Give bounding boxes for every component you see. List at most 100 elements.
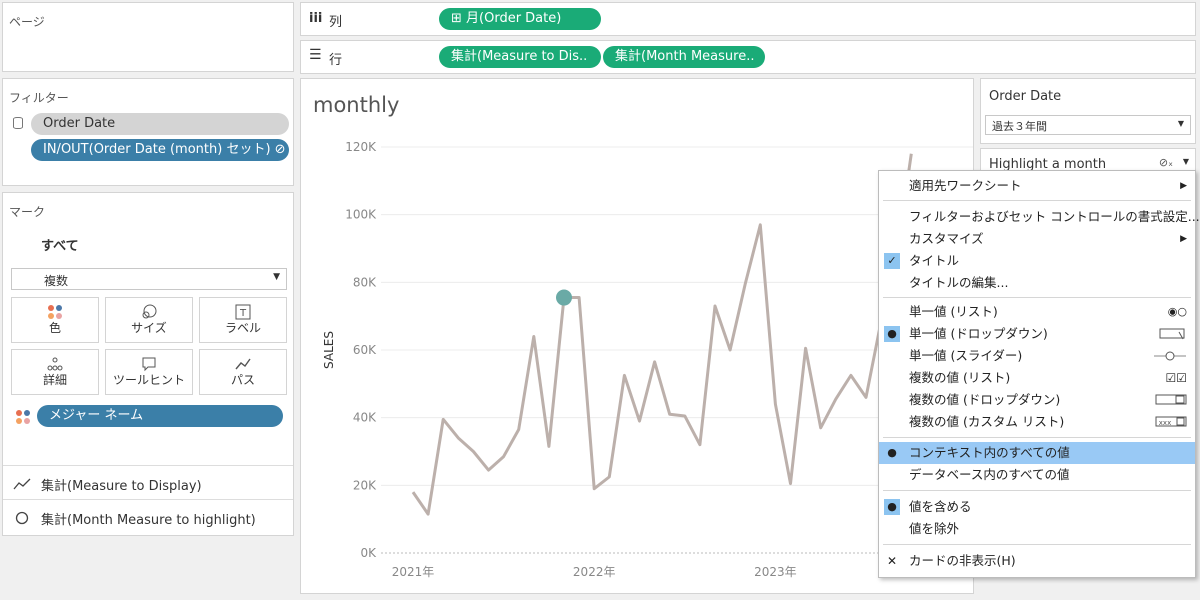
menu-apply-worksheets[interactable]: 適用先ワークシート ▶	[879, 175, 1195, 197]
filter-pill-in-out-set[interactable]: IN/OUT(Order Date (month) セット) ⊘	[31, 139, 289, 161]
data-point	[683, 414, 687, 418]
data-point	[471, 450, 475, 454]
filters-shelf: フィルター Order Date IN/OUT(Order Date (mont…	[2, 78, 294, 186]
pages-shelf: ページ	[2, 2, 294, 72]
data-point	[592, 487, 596, 491]
marks-measure-highlight[interactable]: 集計(Month Measure to highlight)	[3, 503, 293, 533]
rows-pill-month-measure[interactable]: 集計(Month Measure..	[603, 46, 765, 68]
marks-card: マーク すべて 複数 ▼ 色 サイズ T ラベル 詳細 ツールヒント パス メジ…	[2, 192, 294, 536]
order-date-dropdown[interactable]: 過去３年間 ▼	[985, 115, 1191, 135]
size-button[interactable]: サイズ	[105, 297, 193, 343]
menu-separator	[883, 490, 1191, 491]
menu-title[interactable]: ✓ タイトル	[879, 250, 1195, 272]
data-point	[638, 419, 642, 423]
x-tick-label: 2023年	[754, 565, 797, 579]
data-point	[607, 475, 611, 479]
bullet-icon: ●	[887, 446, 897, 459]
clear-filter-icon[interactable]: ⊘ₓ	[1158, 156, 1173, 169]
tooltip-button[interactable]: ツールヒント	[105, 349, 193, 395]
marks-title: マーク	[9, 205, 46, 219]
color-label: 色	[48, 321, 61, 335]
marks-all-tab[interactable]: すべて	[41, 239, 79, 254]
svg-text:xxx: xxx	[1159, 419, 1171, 427]
path-button[interactable]: パス	[199, 349, 287, 395]
color-icon	[15, 409, 31, 429]
y-tick-label: 60K	[353, 343, 377, 357]
data-point	[773, 402, 777, 406]
menu-separator	[883, 200, 1191, 201]
menu-multi-value-custom[interactable]: 複数の値 (カスタム リスト) xxx	[879, 411, 1195, 433]
mark-type-dropdown[interactable]: 複数 ▼	[11, 268, 287, 290]
chevron-down-icon: ▼	[1177, 119, 1184, 128]
data-point	[864, 395, 868, 399]
menu-separator	[883, 437, 1191, 438]
close-icon: ✕	[887, 554, 898, 568]
data-point	[441, 417, 445, 421]
data-point	[698, 443, 702, 447]
measure-names-pill[interactable]: メジャー ネーム	[37, 405, 283, 427]
columns-pill-order-date[interactable]: ⊞ 月(Order Date)	[439, 8, 601, 30]
y-axis-label: SALES	[322, 331, 336, 369]
menu-single-value-dropdown[interactable]: ● 単一値 (ドロップダウン)	[879, 323, 1195, 345]
path-label: パス	[230, 373, 255, 387]
label-button[interactable]: T ラベル	[199, 297, 287, 343]
menu-single-value-slider[interactable]: 単一値 (スライダー)	[879, 345, 1195, 367]
menu-separator	[883, 297, 1191, 298]
line-chart: 0K 20K 40K 60K 80K 100K 120K SALES 2021年 2022年 202…	[322, 140, 973, 579]
menu-multi-value-list[interactable]: 複数の値 (リスト) ☑☑	[879, 367, 1195, 389]
filter-pill-order-date[interactable]: Order Date	[31, 113, 289, 135]
y-tick-label: 80K	[353, 275, 377, 289]
menu-exclude-values[interactable]: 値を除外	[909, 521, 960, 536]
card-menu-chevron-icon[interactable]: ▼	[1182, 157, 1189, 166]
menu-customize[interactable]: カスタマイズ ▶	[879, 228, 1195, 250]
x-tick-label: 2022年	[573, 565, 616, 579]
data-point	[789, 482, 793, 486]
text-icon: T	[200, 303, 286, 321]
filters-title: フィルター	[9, 91, 69, 105]
data-point	[834, 397, 838, 401]
menu-include-values[interactable]: ● 値を含める	[879, 496, 1195, 518]
path-icon	[200, 355, 286, 373]
multi-dropdown-icon	[1155, 389, 1187, 414]
data-point	[547, 444, 551, 448]
columns-icon: iii	[309, 11, 323, 26]
order-date-title: Order Date	[989, 89, 1062, 104]
database-icon	[13, 117, 23, 129]
menu-hide-card[interactable]: ✕ カードの非表示(H)	[879, 550, 1195, 572]
radio-list-icon: ◉○	[1167, 305, 1187, 318]
color-button[interactable]: 色	[11, 297, 99, 343]
highlight-marker[interactable]	[556, 289, 572, 306]
menu-edit-title[interactable]: タイトルの編集...	[909, 275, 1009, 290]
chevron-right-icon: ▶	[1180, 234, 1187, 244]
size-icon	[106, 303, 192, 321]
mark-type-value: 複数	[44, 274, 69, 288]
order-date-value: 過去３年間	[992, 120, 1047, 133]
marks-measure-display[interactable]: 集計(Measure to Display)	[3, 469, 293, 499]
measure-display-label: 集計(Measure to Display)	[41, 479, 202, 494]
context-menu: 適用先ワークシート ▶ フィルターおよびセット コントロールの書式設定... カ…	[878, 170, 1200, 578]
menu-values-in-database[interactable]: データベース内のすべての値	[909, 467, 1070, 482]
data-point	[502, 455, 506, 459]
menu-format-controls[interactable]: フィルターおよびセット コントロールの書式設定...	[909, 209, 1200, 224]
data-point	[849, 373, 853, 377]
detail-label: 詳細	[42, 373, 67, 387]
chevron-down-icon: ▼	[273, 272, 280, 282]
color-icon	[12, 303, 98, 321]
label-label: ラベル	[224, 321, 261, 335]
bullet-icon: ●	[884, 326, 900, 342]
separator	[3, 465, 293, 466]
menu-single-value-list[interactable]: 単一値 (リスト) ◉○	[879, 301, 1195, 323]
menu-multi-value-dropdown[interactable]: 複数の値 (ドロップダウン)	[879, 389, 1195, 411]
y-tick-label: 20K	[353, 478, 377, 492]
y-tick-label: 40K	[353, 411, 377, 425]
data-point	[668, 412, 672, 416]
columns-shelf: iii 列 ⊞ 月(Order Date)	[300, 2, 1196, 36]
svg-text:T: T	[239, 308, 247, 319]
y-tick-label: 0K	[360, 546, 377, 560]
menu-values-in-context[interactable]: ● コンテキスト内のすべての値	[879, 442, 1195, 464]
data-point	[743, 282, 747, 286]
rows-pill-measure-display[interactable]: 集計(Measure to Dis..	[439, 46, 601, 68]
tooltip-icon	[106, 355, 192, 373]
detail-button[interactable]: 詳細	[11, 349, 99, 395]
viz-panel: monthly 0K 20K 40K 60K 80K 100K 120K SALES 2021年…	[300, 78, 974, 594]
